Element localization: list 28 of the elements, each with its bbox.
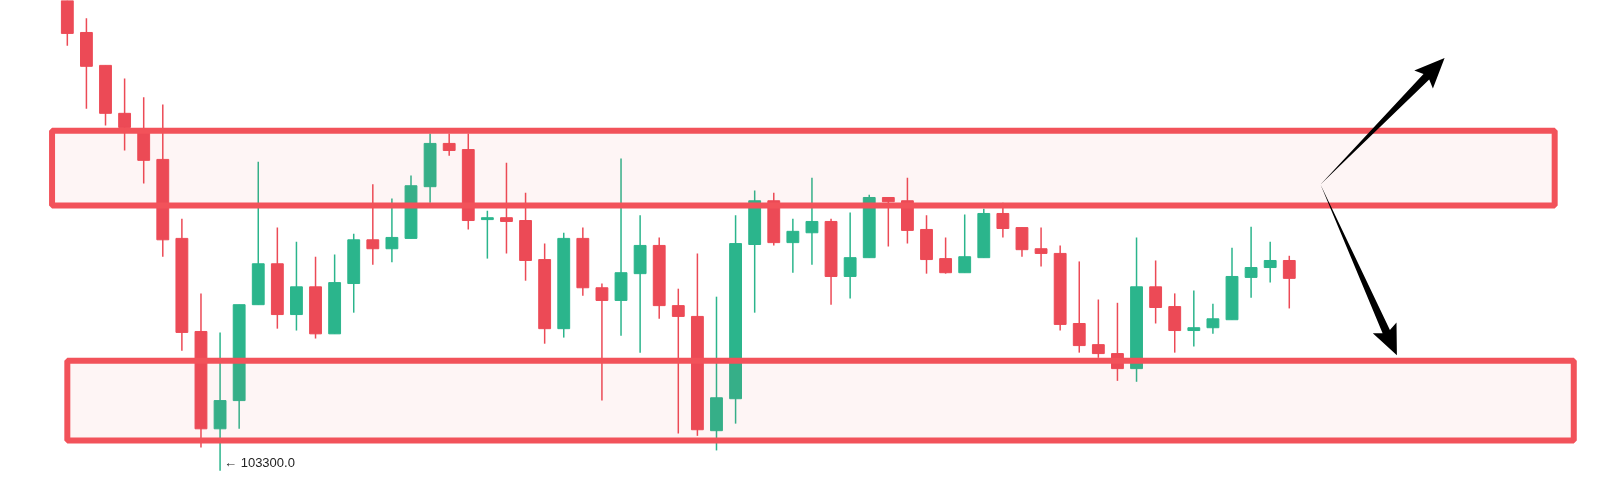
candlestick bbox=[1187, 289, 1201, 348]
candlestick bbox=[843, 211, 857, 300]
candlestick bbox=[442, 132, 456, 157]
candlestick bbox=[366, 183, 380, 266]
candlestick bbox=[480, 209, 494, 260]
candlestick bbox=[958, 213, 972, 274]
candlestick bbox=[786, 217, 800, 274]
candlestick bbox=[671, 287, 685, 435]
candlestick bbox=[881, 196, 895, 248]
candlestick bbox=[385, 197, 399, 264]
candlestick bbox=[1206, 302, 1220, 335]
candlestick bbox=[118, 77, 132, 152]
candlestick bbox=[805, 176, 819, 266]
candlestick bbox=[595, 282, 609, 402]
candlestick bbox=[1015, 226, 1029, 258]
candlestick bbox=[939, 236, 953, 275]
candlestick bbox=[996, 201, 1010, 239]
candlestick bbox=[1244, 225, 1258, 299]
annotation: ← 103300.0 bbox=[224, 455, 295, 471]
candlestick bbox=[1263, 240, 1277, 284]
candlestick bbox=[1091, 298, 1105, 359]
candlestick bbox=[1149, 259, 1163, 325]
candlestick bbox=[1072, 260, 1086, 354]
candlestick bbox=[500, 161, 513, 255]
candlestick bbox=[1282, 255, 1296, 310]
candlestick bbox=[1168, 292, 1182, 354]
candlestick bbox=[1034, 226, 1048, 268]
candlestick bbox=[1111, 302, 1124, 382]
